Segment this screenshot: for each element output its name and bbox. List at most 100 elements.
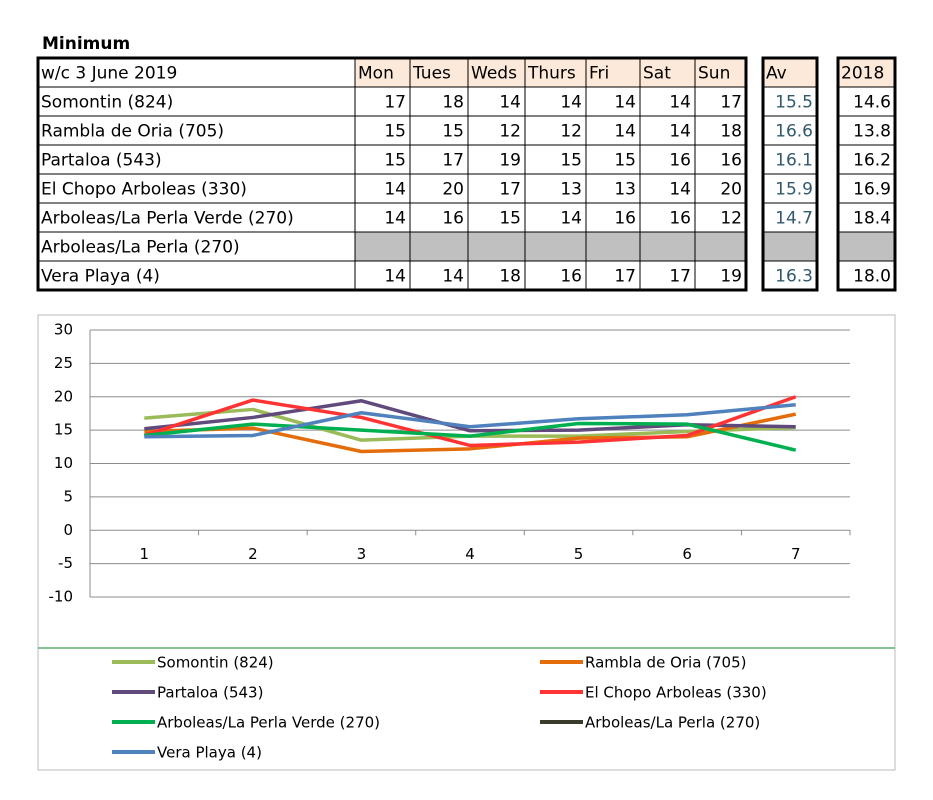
table-cell (585, 144, 641, 175)
legend-label: Vera Playa (4) (157, 744, 262, 762)
cell-text: 14 (614, 93, 636, 113)
table-cell (37, 202, 356, 233)
y-tick-label: 30 (54, 321, 73, 339)
cell-text: 20 (720, 180, 742, 200)
table-cell (524, 86, 587, 117)
table-cell (467, 115, 526, 146)
legend-label: Rambla de Oria (705) (585, 654, 747, 672)
table-cell (837, 231, 896, 262)
cell-text: 15 (384, 151, 406, 171)
cell-text: 14 (384, 267, 406, 287)
x-tick-label: 1 (140, 545, 150, 563)
cell-text: 18.0 (853, 267, 891, 287)
cell-text: 16 (560, 267, 582, 287)
cell-text: 16.3 (775, 267, 813, 287)
legend-label: Somontin (824) (157, 654, 274, 672)
cell-text: 14 (669, 180, 691, 200)
cell-text: 14.6 (853, 93, 891, 113)
cell-text: 14 (384, 180, 406, 200)
column-header: Mon (358, 64, 394, 84)
series-line (144, 403, 796, 439)
table-cell (762, 202, 818, 233)
table-cell (409, 144, 469, 175)
table-cell (409, 202, 469, 233)
column-header: Tues (412, 64, 451, 84)
table-cell (354, 260, 411, 291)
cell-text: Arboleas/La Perla (270) (41, 238, 240, 258)
column-header: Av (766, 64, 787, 84)
table-cell (837, 57, 896, 88)
cell-text: 14 (499, 93, 521, 113)
cell-text: 14 (560, 209, 582, 229)
y-tick-label: 10 (54, 454, 73, 472)
table-cell (639, 231, 696, 262)
table-cell (354, 57, 411, 88)
cell-text: 16.9 (853, 180, 891, 200)
y-tick-label: -10 (49, 588, 74, 606)
cell-text: 15 (384, 122, 406, 142)
table-cell (694, 260, 747, 291)
cell-text: 12 (560, 122, 582, 142)
table-cell (762, 86, 818, 117)
y-tick-label: 25 (54, 354, 73, 372)
column-header: w/c 3 June 2019 (41, 64, 177, 84)
cell-text: 14 (669, 122, 691, 142)
cell-text: 16.1 (775, 151, 813, 171)
table-cell (639, 144, 696, 175)
x-tick-label: 7 (791, 545, 801, 563)
cell-text: 14 (560, 93, 582, 113)
cell-text: 15 (614, 151, 636, 171)
cell-text: 16 (614, 209, 636, 229)
table-cell (467, 144, 526, 175)
table-cell (37, 144, 356, 175)
cell-text: 17 (384, 93, 406, 113)
cell-text: 17 (442, 151, 464, 171)
table-cell (37, 86, 356, 117)
cell-text: 17 (614, 267, 636, 287)
cell-text: 14 (669, 93, 691, 113)
cell-text: 16 (442, 209, 464, 229)
table-cell (585, 115, 641, 146)
table-cell (837, 115, 896, 146)
column-header: Sat (643, 64, 671, 84)
column-header: Thurs (527, 64, 576, 84)
cell-text: 16.6 (775, 122, 813, 142)
cell-text: 13.8 (853, 122, 891, 142)
cell-text: 16 (669, 209, 691, 229)
cell-text: 15 (442, 122, 464, 142)
cell-text: 17 (720, 93, 742, 113)
series-line (143, 395, 797, 448)
cell-text: 13 (614, 180, 636, 200)
table-cell (467, 86, 526, 117)
page-title: Minimum (42, 34, 130, 54)
cell-text: 14.7 (775, 209, 813, 229)
table-border (36, 56, 748, 292)
cell-text: Somontin (824) (41, 93, 173, 113)
table-cell (354, 202, 411, 233)
legend-label: Arboleas/La Perla Verde (270) (157, 714, 380, 732)
column-header: Sun (698, 64, 730, 84)
y-tick-label: 5 (63, 487, 73, 505)
table-cell (354, 231, 411, 262)
cell-text: 15.5 (775, 93, 813, 113)
column-header: Fri (589, 64, 609, 84)
cell-text: 20 (442, 180, 464, 200)
table-cell (524, 260, 587, 291)
table-cell (524, 231, 587, 262)
x-tick-label: 6 (682, 545, 692, 563)
table-cell (762, 115, 818, 146)
legend-label: El Chopo Arboleas (330) (585, 684, 767, 702)
cell-text: 14 (442, 267, 464, 287)
table-cell (585, 231, 641, 262)
cell-text: 14 (614, 122, 636, 142)
y-tick-label: 20 (54, 387, 73, 405)
cell-text: 18 (442, 93, 464, 113)
cell-text: Vera Playa (4) (41, 267, 160, 287)
cell-text: 18 (720, 122, 742, 142)
table-cell (694, 173, 747, 204)
column-header: Weds (471, 64, 517, 84)
cell-text: El Chopo Arboleas (330) (41, 180, 247, 200)
cell-text: 12 (499, 122, 521, 142)
cell-text: 13 (560, 180, 582, 200)
